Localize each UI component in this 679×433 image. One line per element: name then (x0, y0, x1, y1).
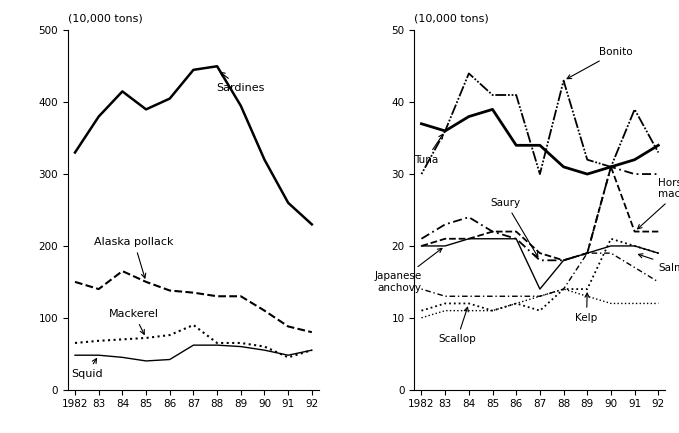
Text: Squid: Squid (71, 359, 103, 379)
Text: Alaska pollack: Alaska pollack (94, 237, 174, 278)
Text: Saury: Saury (491, 198, 538, 257)
Text: (10,000 tons): (10,000 tons) (68, 13, 143, 23)
Text: Kelp: Kelp (575, 293, 598, 323)
Text: Japanese
anchovy: Japanese anchovy (374, 249, 442, 293)
Text: Tuna: Tuna (414, 134, 443, 165)
Text: Sardines: Sardines (217, 72, 265, 93)
Text: Salmon: Salmon (638, 254, 679, 272)
Text: Mackerel: Mackerel (109, 309, 159, 334)
Text: Scallop: Scallop (438, 307, 476, 344)
Text: Horse
mackerel: Horse mackerel (638, 178, 679, 229)
Text: (10,000 tons): (10,000 tons) (414, 13, 489, 23)
Text: Bonito: Bonito (567, 47, 633, 79)
